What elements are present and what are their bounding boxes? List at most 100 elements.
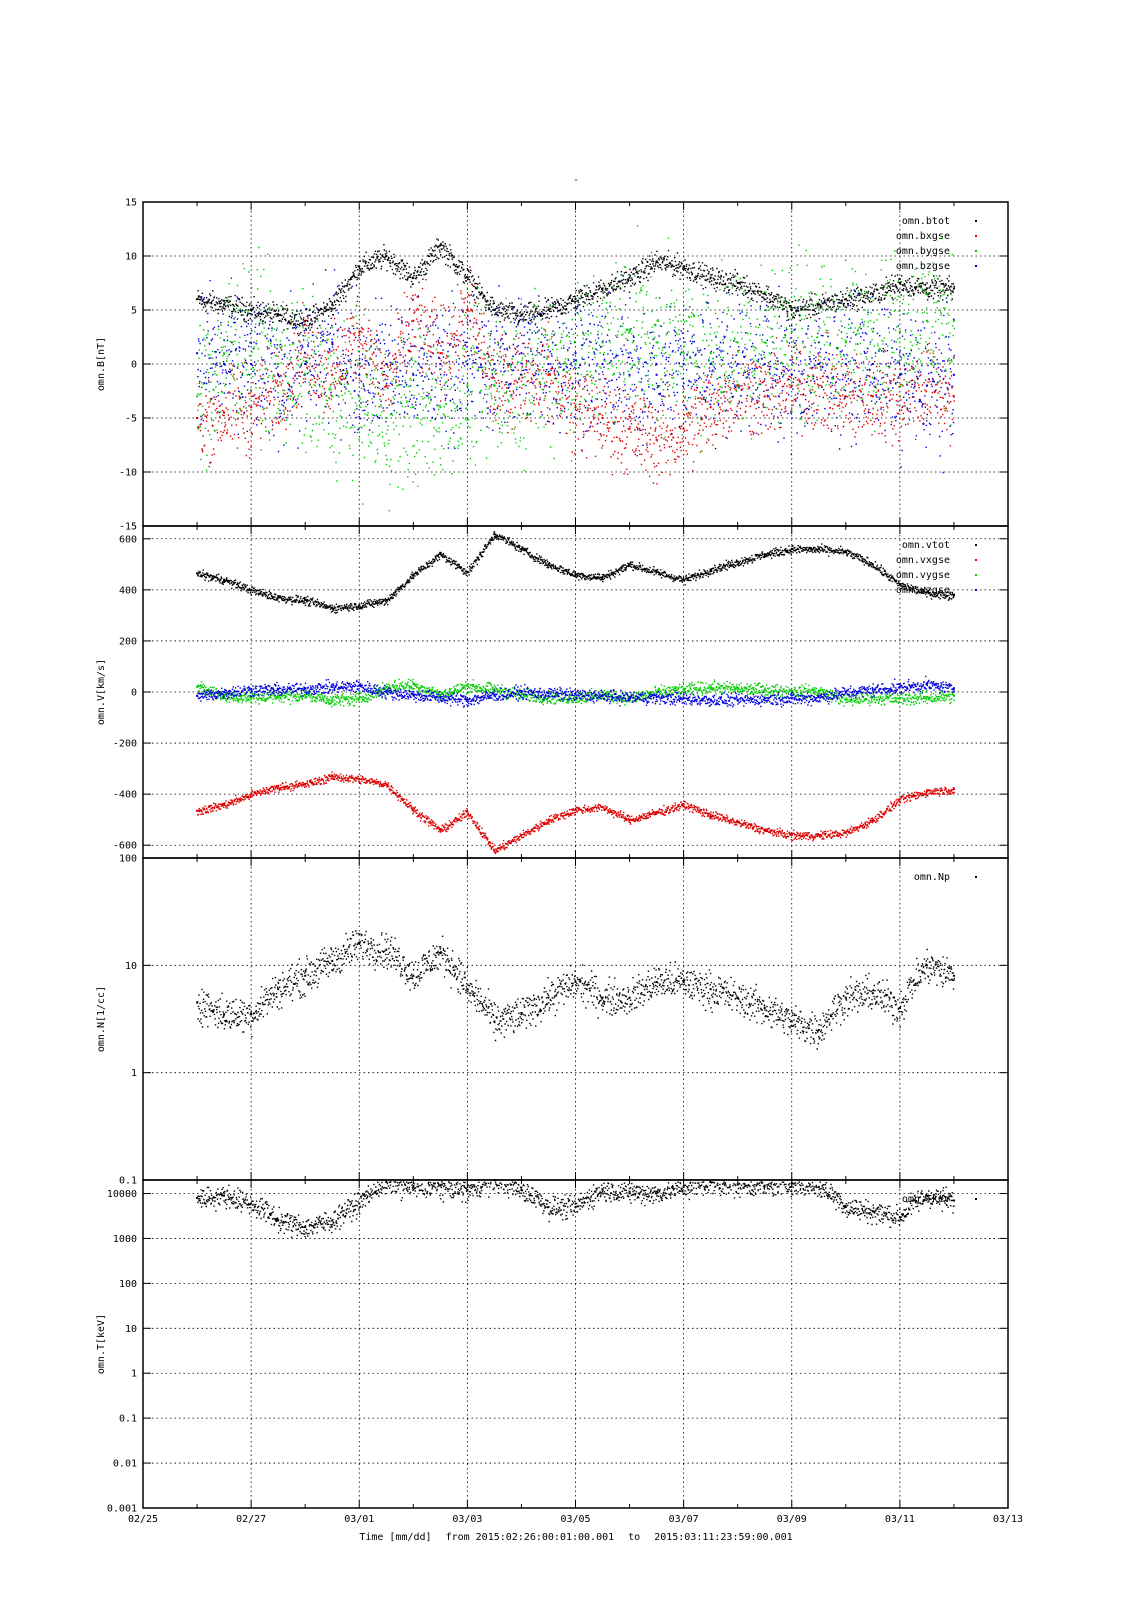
y-tick-label: 15 bbox=[125, 198, 137, 209]
data-point bbox=[898, 1216, 901, 1219]
data-point bbox=[196, 1196, 199, 1199]
y-tick-label: 1 bbox=[131, 1369, 137, 1380]
data-point bbox=[493, 363, 496, 365]
data-point bbox=[466, 384, 469, 387]
legend-swatch bbox=[975, 544, 977, 546]
data-point bbox=[682, 352, 685, 355]
data-point bbox=[898, 330, 901, 333]
data-point bbox=[763, 553, 766, 556]
data-point bbox=[574, 363, 577, 365]
data-point bbox=[925, 319, 928, 322]
data-point bbox=[871, 363, 874, 365]
data-point bbox=[277, 363, 280, 365]
y-tick-label: -600 bbox=[113, 841, 137, 852]
data-point bbox=[439, 406, 442, 409]
footer-end-time: 2015:03:11:23:59:00.001 bbox=[654, 1532, 792, 1543]
x-tick-label: 03/11 bbox=[885, 1514, 915, 1525]
y-axis-label: omn.T[keV] bbox=[96, 1314, 107, 1374]
data-point bbox=[196, 352, 199, 355]
data-point bbox=[655, 438, 658, 441]
data-point bbox=[682, 980, 685, 983]
x-tick-label: 02/27 bbox=[236, 1514, 266, 1525]
data-point bbox=[682, 265, 685, 268]
data-point bbox=[628, 1190, 631, 1193]
data-point bbox=[412, 276, 415, 279]
data-point bbox=[250, 341, 253, 344]
data-point bbox=[952, 694, 955, 697]
data-point bbox=[331, 775, 334, 778]
series-omn-vxgse bbox=[196, 771, 956, 855]
series-omn-bygse bbox=[196, 225, 956, 512]
data-point bbox=[763, 688, 766, 691]
data-point bbox=[844, 341, 847, 344]
data-point bbox=[493, 688, 496, 691]
y-tick-label: 0.01 bbox=[113, 1459, 137, 1470]
data-point bbox=[277, 384, 280, 387]
data-point bbox=[628, 427, 631, 430]
panel-4: 10000 1000 100 10 1 0.1 0.01 0.001 omn.T[keV] omn… bbox=[96, 1179, 1009, 1515]
data-point bbox=[709, 988, 712, 991]
panel-3: 100 10 1 0.1 omn.N[1/cc] omn.Np bbox=[96, 854, 1009, 1187]
data-point bbox=[223, 1194, 226, 1197]
data-point bbox=[439, 693, 442, 696]
x-axis-footer: Time [mm/dd] from 2015:02:26:00:01:00.001 t… bbox=[359, 1532, 792, 1543]
data-point bbox=[763, 1007, 766, 1010]
data-point bbox=[196, 685, 199, 688]
data-point bbox=[358, 604, 361, 607]
data-point bbox=[952, 593, 955, 596]
data-point bbox=[547, 373, 550, 376]
data-point bbox=[952, 395, 955, 398]
data-point bbox=[709, 568, 712, 571]
data-point bbox=[871, 330, 874, 333]
data-point bbox=[277, 988, 280, 991]
data-point bbox=[331, 685, 334, 688]
series-scatter-cloud bbox=[197, 531, 956, 614]
data-point bbox=[493, 384, 496, 387]
data-point bbox=[925, 384, 928, 387]
data-point bbox=[952, 319, 955, 322]
legend-entry: omn.bxgse bbox=[896, 231, 950, 242]
data-point bbox=[520, 547, 523, 550]
x-axis-label: Time [mm/dd] bbox=[359, 1532, 431, 1543]
data-point bbox=[223, 1013, 226, 1016]
data-point bbox=[736, 341, 739, 344]
data-point bbox=[574, 693, 577, 696]
data-point bbox=[223, 352, 226, 355]
data-point bbox=[898, 282, 901, 284]
x-tick-label: 03/03 bbox=[452, 1514, 482, 1525]
data-point bbox=[223, 578, 226, 581]
data-point bbox=[223, 363, 226, 365]
data-point bbox=[547, 996, 550, 999]
data-point bbox=[790, 309, 793, 311]
legend-entry: omn.vxgse bbox=[896, 555, 950, 566]
data-point bbox=[844, 363, 847, 365]
data-point bbox=[817, 363, 820, 365]
x-axis-tick-labels: 02/25 02/27 03/01 03/03 03/05 03/07 03/09 03/11… bbox=[128, 1514, 1023, 1525]
data-point bbox=[250, 1013, 253, 1016]
data-point bbox=[736, 698, 739, 701]
series-omn-Np bbox=[196, 930, 956, 1050]
panels: 151050-5-10-15omn.B[nT]omn.btotomn.bxgse… bbox=[96, 198, 1009, 1515]
data-point bbox=[709, 363, 712, 365]
y-axis-label: omn.V[km/s] bbox=[96, 659, 107, 725]
data-point bbox=[196, 572, 199, 575]
x-tick-label: 03/07 bbox=[669, 1514, 699, 1525]
data-point bbox=[682, 803, 685, 806]
y-tick-label: 10 bbox=[125, 961, 137, 972]
data-point bbox=[925, 790, 928, 793]
legend-swatch bbox=[975, 559, 977, 561]
panel-1: 15 10 5 0 -5 -10 -15 omn.B[nT] omn.btot omn.bxgse… bbox=[96, 198, 1009, 533]
data-point bbox=[601, 363, 604, 365]
y-axis-label: omn.B[nT] bbox=[96, 337, 107, 391]
data-point bbox=[736, 687, 739, 690]
data-point bbox=[790, 547, 793, 550]
data-point bbox=[655, 980, 658, 983]
x-tick-label: 03/05 bbox=[560, 1514, 590, 1525]
data-point bbox=[439, 363, 442, 365]
y-tick-label: 200 bbox=[119, 636, 137, 647]
legend-entry: omn.Np bbox=[914, 872, 950, 883]
data-point bbox=[655, 811, 658, 814]
data-point bbox=[493, 1179, 496, 1181]
data-point bbox=[925, 1194, 928, 1197]
